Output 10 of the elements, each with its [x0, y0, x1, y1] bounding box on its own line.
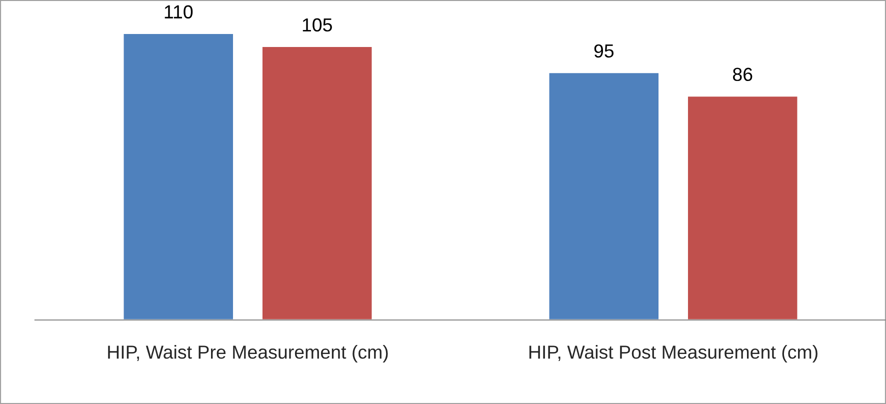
data-label: 105: [302, 18, 332, 32]
x-tick-label: HIP, Waist Pre Measurement (cm): [108, 345, 388, 362]
bar: [548, 72, 660, 320]
bar: [686, 95, 799, 320]
data-label: 110: [164, 5, 193, 19]
data-label: 95: [594, 44, 614, 58]
bar: [261, 46, 374, 320]
bar: [122, 32, 234, 320]
x-tick-label: HIP, Waist Post Measurement (cm): [529, 345, 818, 362]
data-label: 86: [732, 68, 752, 82]
